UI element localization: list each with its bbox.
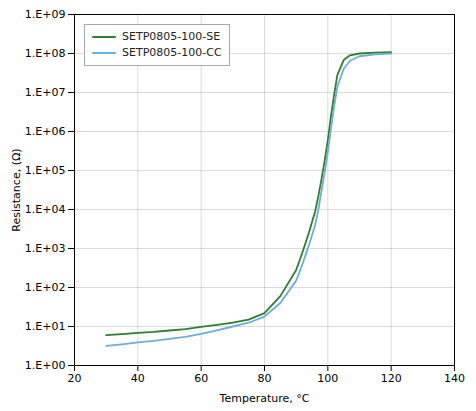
svg-text:120: 120	[381, 372, 402, 385]
html-text:SETP0805-100-CC: SETP0805-100-CC	[122, 46, 222, 59]
svg-text:1.E+05: 1.E+05	[25, 164, 66, 177]
svg-text:40: 40	[131, 372, 145, 385]
svg-text:1.E+07: 1.E+07	[25, 86, 66, 99]
html-text:SETP0805-100-SE: SETP0805-100-SE	[122, 30, 221, 43]
svg-text:1.E+06: 1.E+06	[25, 125, 66, 138]
svg-text:Temperature, °C: Temperature, °C	[219, 392, 310, 405]
svg-text:1.E+00: 1.E+00	[25, 359, 66, 372]
svg-text:20: 20	[68, 372, 82, 385]
svg-text:60: 60	[194, 372, 208, 385]
svg-text:1.E+01: 1.E+01	[25, 320, 66, 333]
svg-text:1.E+04: 1.E+04	[25, 203, 66, 216]
svg-text:80: 80	[258, 372, 272, 385]
svg-text:Resistance, (Ω): Resistance, (Ω)	[10, 148, 23, 231]
svg-text:100: 100	[317, 372, 338, 385]
svg-text:1.E+02: 1.E+02	[25, 281, 66, 294]
svg-text:1.E+08: 1.E+08	[25, 47, 66, 60]
svg-text:140: 140	[444, 372, 465, 385]
svg-text:1.E+03: 1.E+03	[25, 242, 66, 255]
svg-text:1.E+09: 1.E+09	[25, 8, 66, 21]
